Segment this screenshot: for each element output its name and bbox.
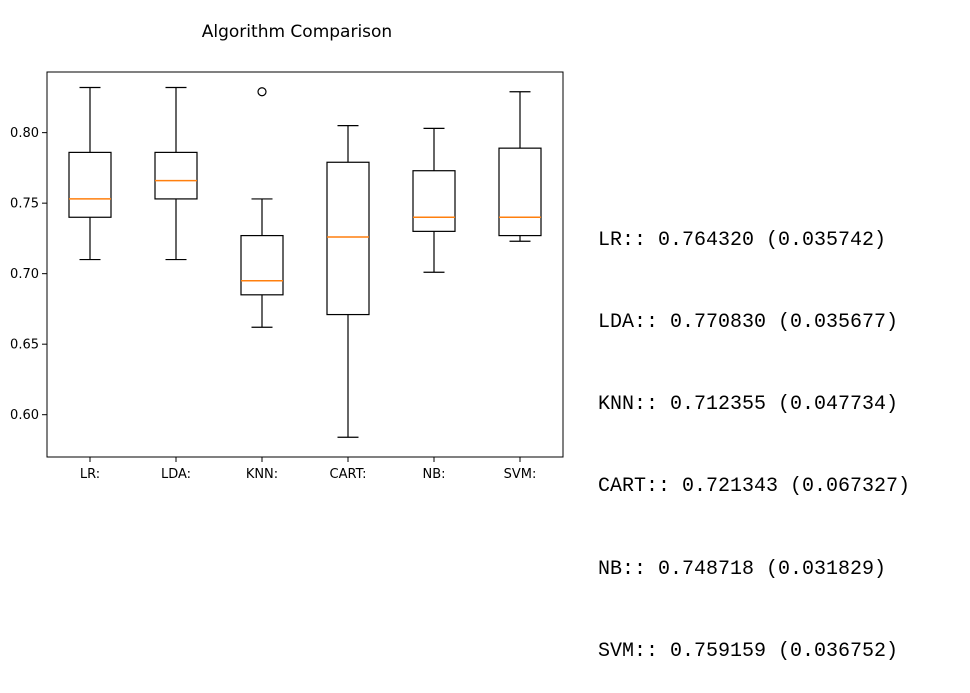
result-line-svm: SVM:: 0.759159 (0.036752) [598,639,899,663]
result-line-lr: LR:: 0.764320 (0.035742) [598,228,887,252]
outlier-point [257,87,267,97]
y-tick-label: 0.60 [10,408,39,423]
box [412,170,456,232]
x-tick-label: LR: [80,467,100,482]
x-tick-label: NB: [422,467,445,482]
box [326,161,370,316]
box [240,234,284,296]
box [68,151,112,218]
x-tick-label: SVM: [504,467,537,482]
result-line-lda: LDA:: 0.770830 (0.035677) [598,311,899,335]
y-tick-label: 0.65 [10,338,39,353]
plot-frame [46,71,564,458]
x-tick-label: CART: [330,467,367,482]
y-tick-label: 0.70 [10,267,39,282]
x-tick-label: LDA: [161,467,191,482]
x-tick-label: KNN: [246,467,278,482]
box [154,151,198,200]
box [498,147,542,237]
result-line-knn: KNN:: 0.712355 (0.047734) [598,393,899,417]
results-list: LR:: 0.764320 (0.035742) LDA:: 0.770830 … [598,172,910,693]
y-tick-label: 0.80 [10,126,39,141]
y-tick-label: 0.75 [10,197,39,212]
result-line-cart: CART:: 0.721343 (0.067327) [598,475,911,499]
chart-title: Algorithm Comparison [202,22,392,42]
boxplot-chart: Algorithm Comparison 0.60 0.65 0.70 0.75 0.8… [10,22,564,482]
result-line-nb: NB:: 0.748718 (0.031829) [598,557,887,581]
